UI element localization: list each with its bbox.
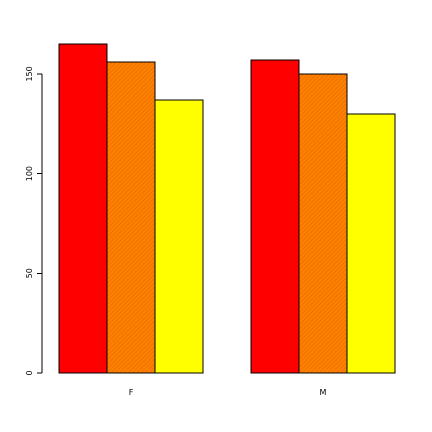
x-category-label: M bbox=[320, 388, 327, 397]
y-tick-label: 50 bbox=[25, 268, 34, 278]
x-category-label: F bbox=[129, 388, 134, 397]
bar-f-series-1 bbox=[58, 43, 108, 374]
y-tick-label: 0 bbox=[25, 370, 34, 375]
bar-m-series-2 bbox=[298, 73, 348, 374]
y-tick-label: 150 bbox=[25, 66, 34, 81]
bar-m-series-1 bbox=[250, 59, 300, 374]
bars-group bbox=[58, 43, 396, 374]
y-axis: 0 50 100 150 bbox=[25, 66, 43, 376]
bar-f-series-3 bbox=[154, 99, 204, 374]
y-tick-label: 100 bbox=[25, 166, 34, 181]
bar-f-series-2 bbox=[106, 61, 156, 374]
bar-m-series-3 bbox=[346, 113, 396, 374]
